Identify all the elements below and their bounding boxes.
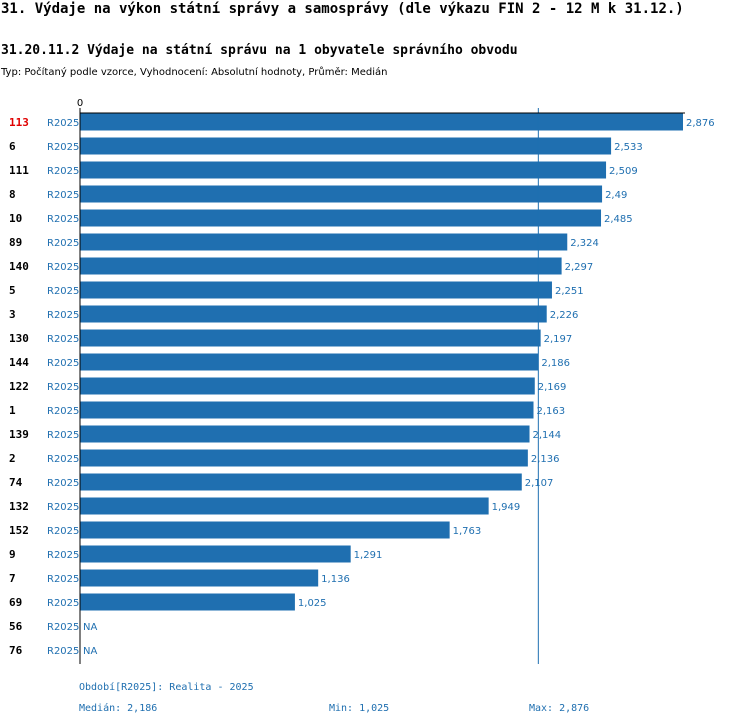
bar	[80, 137, 612, 155]
category-label: 7	[9, 572, 16, 585]
category-label: 8	[9, 188, 16, 201]
period-label: R2025	[47, 286, 79, 297]
period-label: R2025	[47, 190, 79, 201]
period-label: R2025	[47, 382, 79, 393]
chart-info: Typ: Počítaný podle vzorce, Vyhodnocení:…	[1, 67, 388, 78]
bar	[80, 305, 547, 323]
bar	[80, 497, 489, 515]
category-label: 130	[9, 332, 29, 345]
period-label: R2025	[47, 214, 79, 225]
value-label: 2,169	[538, 382, 567, 393]
value-label: 2,144	[533, 430, 562, 441]
category-label: 56	[9, 620, 23, 633]
category-label: 140	[9, 260, 29, 273]
value-label: 1,291	[354, 550, 383, 561]
bar	[80, 113, 683, 131]
period-label: R2025	[47, 502, 79, 513]
period-label: R2025	[47, 598, 79, 609]
axis-tick-label: 0	[77, 98, 83, 109]
period-label: R2025	[47, 166, 79, 177]
category-label: 111	[9, 164, 29, 177]
value-label: NA	[83, 646, 97, 657]
value-label: 1,763	[453, 526, 482, 537]
value-label: 2,251	[555, 286, 584, 297]
category-label: 10	[9, 212, 22, 225]
category-label: 3	[9, 308, 16, 321]
value-label: 2,324	[570, 238, 599, 249]
category-label: 122	[9, 380, 29, 393]
period-label: R2025	[47, 334, 79, 345]
category-label: 139	[9, 428, 29, 441]
period-label: R2025	[47, 622, 79, 633]
category-label: 89	[9, 236, 22, 249]
value-label: 2,186	[541, 358, 570, 369]
period-label: R2025	[47, 358, 79, 369]
category-label: 5	[9, 284, 16, 297]
bar	[80, 161, 607, 179]
category-label: 9	[9, 548, 16, 561]
category-label: 152	[9, 524, 29, 537]
period-label: R2025	[47, 454, 79, 465]
bar	[80, 521, 450, 539]
value-label: 2,226	[550, 310, 579, 321]
bar	[80, 569, 319, 587]
bar	[80, 329, 541, 347]
value-label: 2,485	[604, 214, 633, 225]
bar	[80, 353, 539, 371]
category-label: 1	[9, 404, 16, 417]
bar	[80, 593, 295, 611]
value-label: 1,025	[298, 598, 327, 609]
value-label: 2,163	[537, 406, 566, 417]
period-label: R2025	[47, 238, 79, 249]
category-label: 113	[9, 116, 29, 129]
bar	[80, 377, 535, 395]
bar	[80, 401, 534, 419]
bar	[80, 473, 522, 491]
period-label: R2025	[47, 646, 79, 657]
bar	[80, 209, 602, 227]
period-label: R2025	[47, 478, 79, 489]
value-label: 2,533	[614, 142, 643, 153]
period-label: R2025	[47, 574, 79, 585]
value-label: 2,197	[544, 334, 573, 345]
chart-subtitle: 31.20.11.2 Výdaje na státní správu na 1 …	[1, 43, 518, 58]
footer-median: Medián: 2,186	[79, 703, 158, 714]
value-label: 2,509	[609, 166, 638, 177]
value-label: 2,107	[525, 478, 554, 489]
page-title: 31. Výdaje na výkon státní správy a samo…	[1, 1, 684, 17]
period-label: R2025	[47, 526, 79, 537]
category-label: 6	[9, 140, 16, 153]
period-label: R2025	[47, 430, 79, 441]
category-label: 144	[9, 356, 29, 369]
period-label: R2025	[47, 262, 79, 273]
bar	[80, 185, 603, 203]
category-label: 2	[9, 452, 16, 465]
value-label: 2,49	[605, 190, 627, 201]
footer-max: Max: 2,876	[529, 703, 590, 714]
bar	[80, 425, 530, 443]
period-label: R2025	[47, 142, 79, 153]
category-label: 76	[9, 644, 23, 657]
value-label: 1,136	[321, 574, 350, 585]
category-label: 74	[9, 476, 23, 489]
period-label: R2025	[47, 406, 79, 417]
value-label: 1,949	[492, 502, 521, 513]
value-label: 2,136	[531, 454, 560, 465]
period-label: R2025	[47, 118, 79, 129]
footer-period: Období[R2025]: Realita - 2025	[79, 682, 254, 693]
category-label: 69	[9, 596, 22, 609]
period-label: R2025	[47, 550, 79, 561]
bar	[80, 257, 562, 275]
bar	[80, 449, 528, 467]
bar	[80, 233, 568, 251]
footer-min: Min: 1,025	[329, 703, 390, 714]
value-label: 2,876	[686, 118, 715, 129]
value-label: 2,297	[565, 262, 594, 273]
value-label: NA	[83, 622, 97, 633]
period-label: R2025	[47, 310, 79, 321]
bar	[80, 545, 351, 563]
category-label: 132	[9, 500, 29, 513]
bar	[80, 281, 552, 299]
